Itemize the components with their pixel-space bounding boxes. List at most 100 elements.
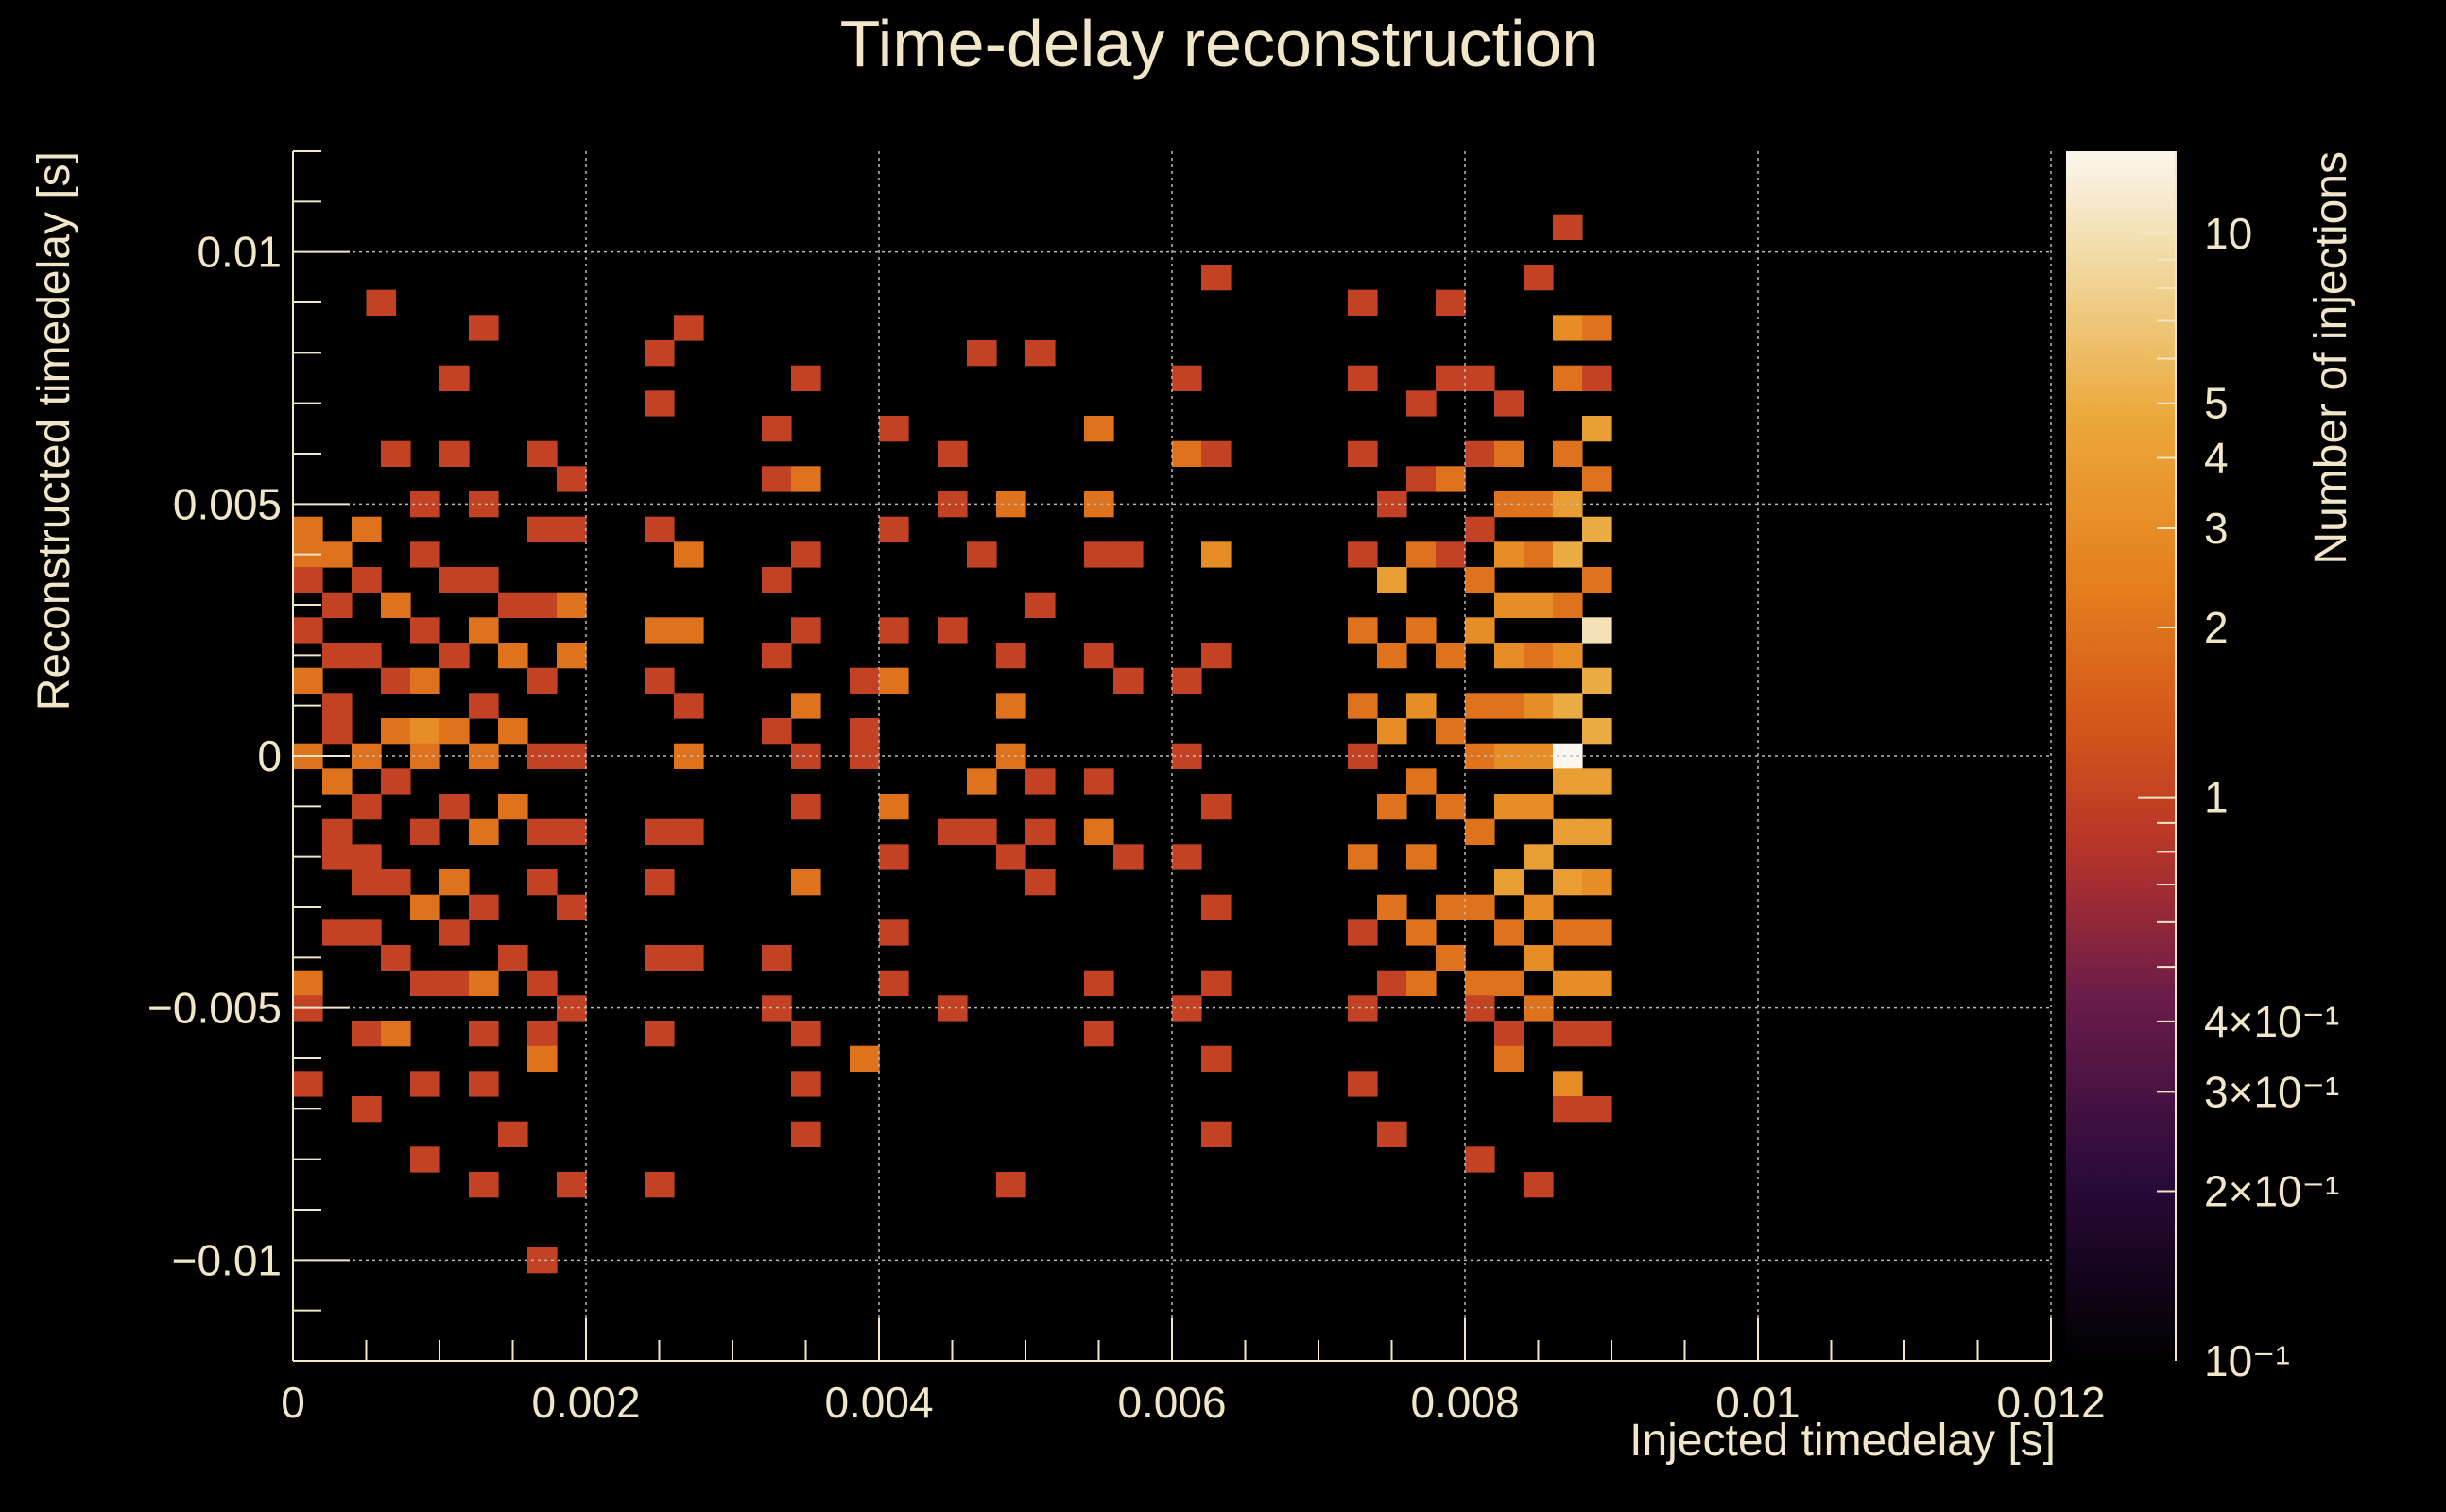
- y-tick-label: 0.005: [173, 479, 282, 528]
- heatmap-cell: [879, 844, 909, 870]
- heatmap-cell: [791, 617, 821, 644]
- heatmap-cell: [1524, 265, 1554, 291]
- heatmap-cell: [879, 667, 909, 694]
- heatmap-cell: [1524, 794, 1554, 820]
- heatmap-cell: [1172, 844, 1202, 870]
- heatmap-cell: [322, 592, 353, 618]
- heatmap-cell: [410, 818, 440, 845]
- colorbar-title: Number of injections: [2306, 151, 2356, 565]
- heatmap-cell: [1377, 894, 1407, 920]
- heatmap-cell: [439, 440, 470, 467]
- heatmap-cell: [293, 667, 323, 694]
- heatmap-cell: [1582, 718, 1612, 745]
- heatmap-cell: [674, 617, 704, 644]
- x-tick-label: 0.008: [1410, 1378, 1519, 1427]
- heatmap-cell: [1406, 617, 1437, 644]
- heatmap-cell: [322, 818, 353, 845]
- heatmap-cell: [439, 869, 470, 896]
- heatmap-cell: [791, 365, 821, 391]
- heatmap-cell: [1113, 667, 1144, 694]
- heatmap-cell: [1465, 617, 1495, 644]
- heatmap-cell: [1465, 440, 1495, 467]
- heatmap-cell: [352, 567, 382, 593]
- heatmap-cell: [1377, 1121, 1407, 1147]
- heatmap-cell: [1436, 466, 1466, 492]
- heatmap-cell: [1406, 541, 1437, 568]
- y-tick-label: −0.01: [172, 1235, 282, 1284]
- heatmap-cell: [527, 818, 558, 845]
- colorbar-tick-label: 1: [2204, 773, 2229, 822]
- heatmap-cell: [1406, 390, 1437, 417]
- heatmap-cell: [762, 643, 792, 669]
- heatmap-cell: [1377, 643, 1407, 669]
- heatmap-cell: [322, 844, 353, 870]
- heatmap-cell: [322, 643, 353, 669]
- heatmap-cell: [674, 693, 704, 719]
- heatmap-cell: [1348, 440, 1378, 467]
- heatmap-cell: [498, 794, 528, 820]
- heatmap-cell: [1436, 945, 1466, 971]
- heatmap-cell: [938, 617, 968, 644]
- heatmap-cell: [850, 667, 880, 694]
- heatmap-cell: [762, 718, 792, 745]
- heatmap-cell: [381, 1021, 411, 1047]
- y-axis-title: Reconstructed timedelay [s]: [29, 151, 79, 711]
- y-tick-label: −0.005: [147, 984, 282, 1033]
- heatmap-cell: [1582, 1096, 1612, 1123]
- heatmap-cell: [381, 869, 411, 896]
- x-tick-label: 0.012: [1996, 1378, 2105, 1427]
- heatmap-cell: [1377, 567, 1407, 593]
- heatmap-cell: [1465, 970, 1495, 996]
- heatmap-cell: [938, 818, 968, 845]
- heatmap-cell: [469, 1071, 499, 1097]
- colorbar: [2066, 151, 2176, 1361]
- heatmap-cell: [879, 416, 909, 442]
- heatmap-cell: [1436, 541, 1466, 568]
- heatmap-cell: [1582, 1021, 1612, 1047]
- heatmap-cell: [469, 1021, 499, 1047]
- heatmap-cell: [1524, 592, 1554, 618]
- heatmap-cell: [557, 516, 587, 542]
- heatmap-cell: [410, 667, 440, 694]
- heatmap-cell: [938, 440, 968, 467]
- heatmap-cell: [439, 970, 470, 996]
- heatmap-cell: [352, 643, 382, 669]
- heatmap-cell: [967, 340, 997, 367]
- heatmap-cell: [1348, 693, 1378, 719]
- heatmap-cell: [322, 718, 353, 745]
- colorbar-tick-label: 3: [2204, 504, 2229, 553]
- heatmap-cell: [1494, 970, 1524, 996]
- heatmap-cell: [1494, 1045, 1524, 1072]
- heatmap-cell: [439, 567, 470, 593]
- heatmap-cell: [1084, 970, 1114, 996]
- heatmap-cell: [879, 516, 909, 542]
- heatmap-cell: [1201, 265, 1232, 291]
- heatmap-cell: [1553, 541, 1583, 568]
- heatmap-cell: [1084, 643, 1114, 669]
- heatmap-cell: [1348, 617, 1378, 644]
- heatmap-cell: [1553, 919, 1583, 946]
- heatmap-cell: [1582, 516, 1612, 542]
- heatmap-cell: [1465, 818, 1495, 845]
- y-tick-label: 0.01: [197, 228, 282, 277]
- heatmap-cell: [527, 869, 558, 896]
- heatmap-cell: [850, 718, 880, 745]
- heatmap-cell: [1465, 1146, 1495, 1173]
- heatmap-cell: [1172, 667, 1202, 694]
- heatmap-cell: [1348, 919, 1378, 946]
- heatmap-cell: [1524, 945, 1554, 971]
- heatmap-cell: [1436, 289, 1466, 316]
- heatmap-cell: [410, 743, 440, 769]
- heatmap-cell: [1553, 818, 1583, 845]
- heatmap-cell: [996, 844, 1026, 870]
- heatmap-cell: [967, 818, 997, 845]
- plot-area: [293, 214, 1612, 1274]
- heatmap-cell: [293, 970, 323, 996]
- heatmap-cell: [1553, 365, 1583, 391]
- colorbar-tick-label: 10: [2204, 209, 2252, 258]
- heatmap-cell: [498, 1121, 528, 1147]
- heatmap-cell: [410, 970, 440, 996]
- heatmap-cell: [1494, 541, 1524, 568]
- heatmap-cell: [791, 1121, 821, 1147]
- heatmap-cell: [527, 970, 558, 996]
